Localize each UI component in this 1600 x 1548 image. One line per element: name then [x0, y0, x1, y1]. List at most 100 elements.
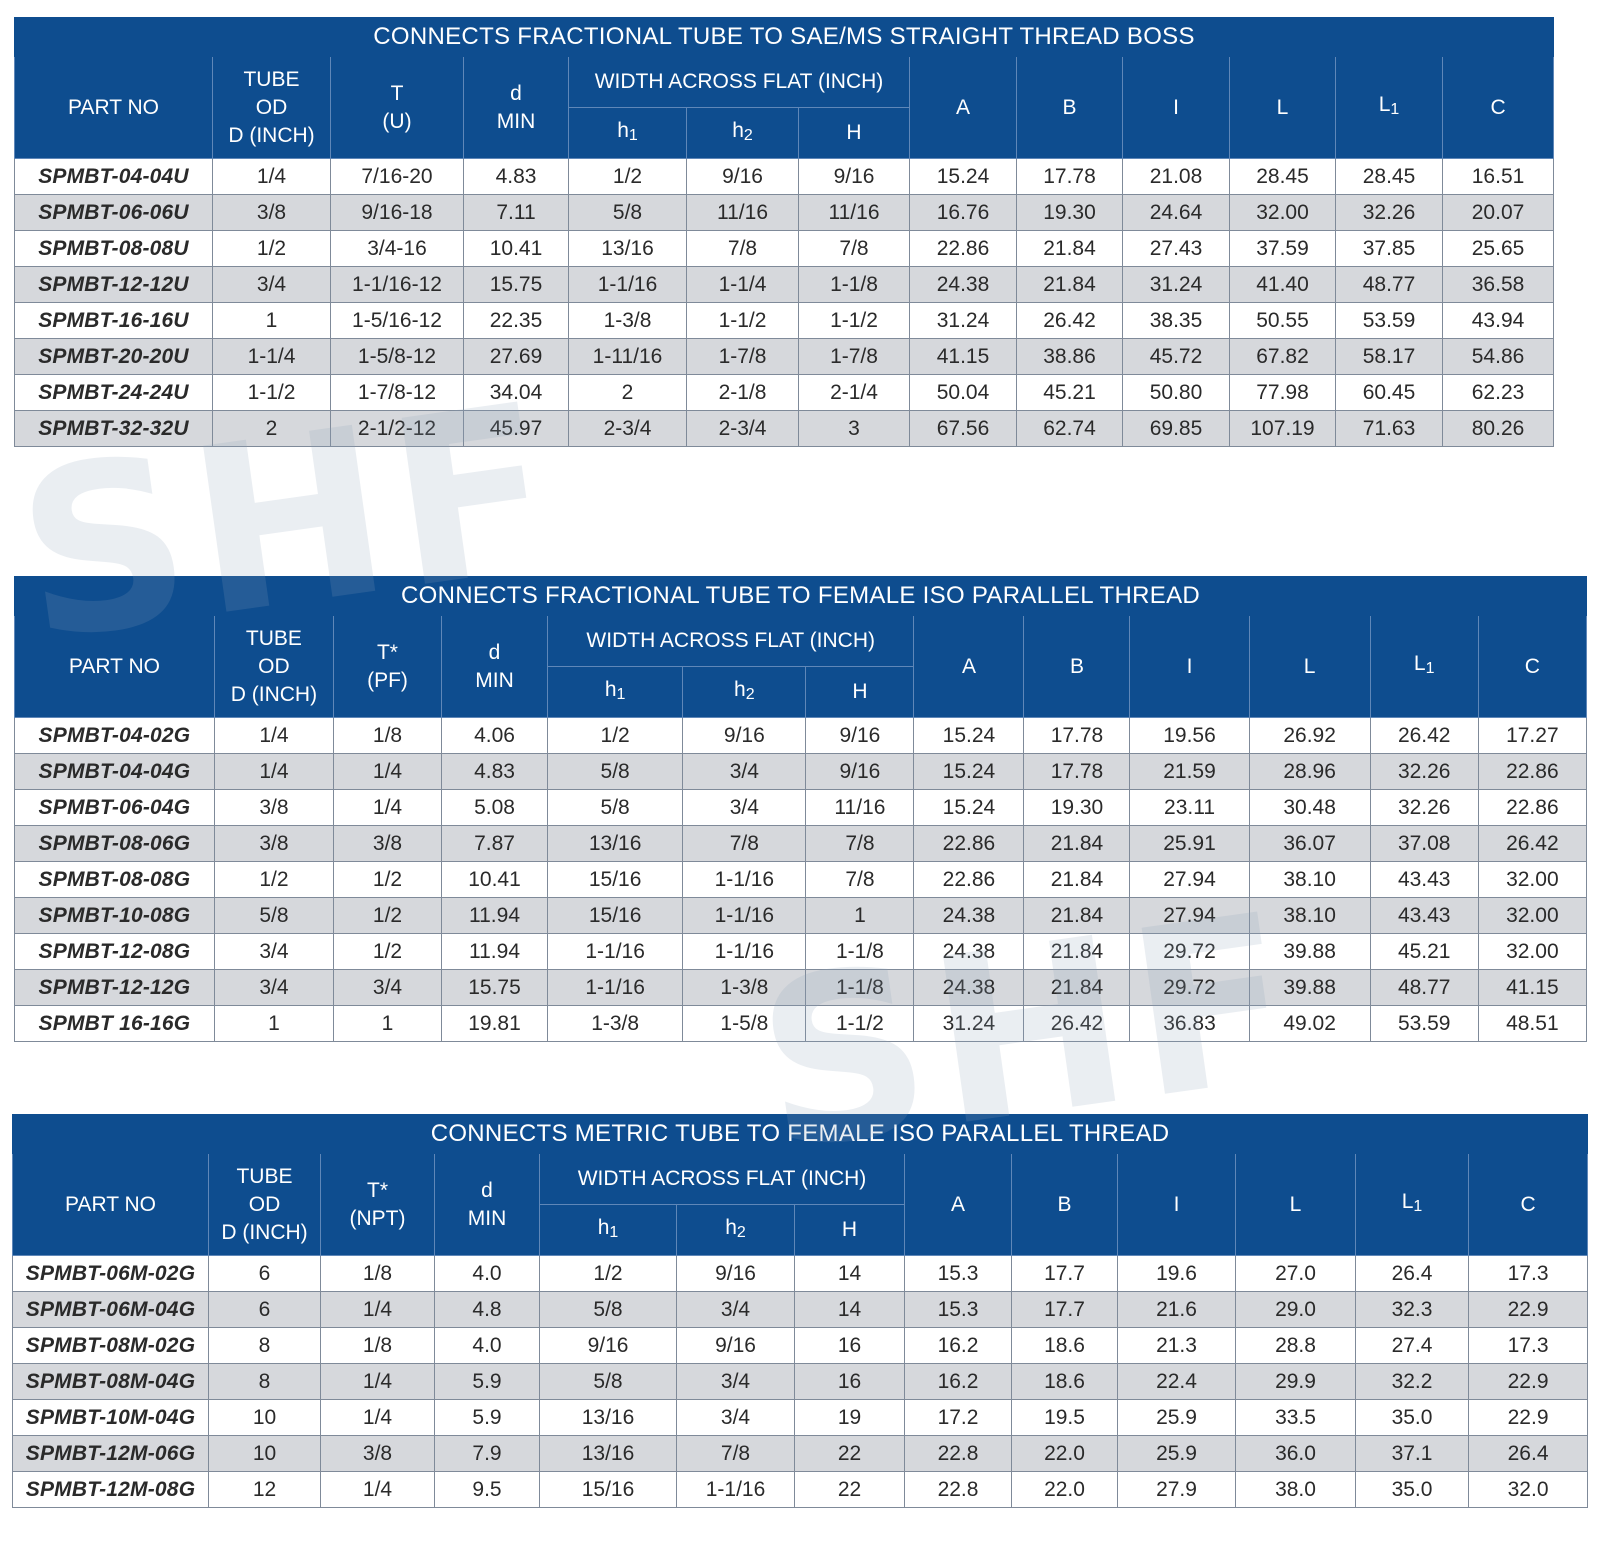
table-cell: 9/16-18: [330, 194, 464, 231]
table-cell: 24.64: [1122, 194, 1230, 231]
table-cell: 1-5/8: [682, 1005, 807, 1042]
table-cell: 29.72: [1129, 933, 1250, 970]
table-cell: 20.07: [1441, 194, 1555, 231]
table-row: SPMBT-08M-04G 8 1/4 5.9 5/8 3/4 16 16.2 18.6 22.4…: [12, 1363, 1589, 1400]
table-body: SPMBT-06M-02G 6 1/8 4.0 1/2 9/16 14 15.3 17.7 19.…: [12, 1255, 1589, 1508]
header-h1: h1: [546, 666, 684, 718]
table-cell: 28.45: [1229, 158, 1336, 195]
table-cell: 19.5: [1011, 1399, 1118, 1436]
table-cell: 8: [208, 1327, 321, 1364]
spec-table-sae-boss: CONNECTS FRACTIONAL TUBE TO SAE/MS STRAI…: [13, 17, 1555, 447]
table-cell: 41.15: [1477, 969, 1588, 1006]
table-cell: 11/16: [798, 194, 910, 231]
table-cell: 1/2: [212, 230, 331, 267]
table-cell: 5/8: [568, 194, 687, 231]
table-cell: 3/8: [213, 825, 334, 862]
table-cell: 15/16: [546, 897, 684, 934]
table-row: SPMBT-10-08G 5/8 1/2 11.94 15/16 1-1/16 1 24.38…: [14, 897, 1588, 934]
table-cell: 36.0: [1235, 1435, 1356, 1472]
table-cell: 2-3/4: [568, 410, 687, 447]
table-cell: 22.86: [1477, 789, 1588, 826]
table-cell: 19.6: [1117, 1255, 1236, 1292]
table-cell: 32.26: [1369, 753, 1479, 790]
table-cell: 21.6: [1117, 1291, 1236, 1328]
table-cell: 30.48: [1248, 789, 1371, 826]
header-a: A: [909, 56, 1017, 159]
table-row: SPMBT-32-32U 2 2-1/2-12 45.97 2-3/4 2-3/4 3 67.…: [14, 410, 1555, 447]
header-h1-main: h: [617, 118, 629, 142]
header-l1: L1: [1369, 615, 1479, 718]
table-cell: 80.26: [1441, 410, 1555, 447]
table-cell: 43.94: [1441, 302, 1555, 339]
table-cell: 3/4: [676, 1363, 795, 1400]
table-cell: 17.7: [1011, 1291, 1118, 1328]
table-cell: 32.2: [1355, 1363, 1469, 1400]
table-cell: 32.00: [1477, 897, 1588, 934]
table-cell: 7/16-20: [330, 158, 464, 195]
table-cell: 15.24: [913, 717, 1025, 754]
table-cell: 67.56: [909, 410, 1017, 447]
table-cell: 1/4: [320, 1471, 435, 1508]
table-cell: 16.2: [904, 1327, 1012, 1364]
table-cell: 3/4: [676, 1291, 795, 1328]
table-title: CONNECTS FRACTIONAL TUBE TO FEMALE ISO P…: [14, 576, 1587, 616]
header-part-no: PART NO: [14, 615, 215, 718]
header-line: TUBE: [245, 626, 302, 650]
table-cell: 1-1/2: [686, 302, 799, 339]
table-cell: 1/2: [213, 861, 334, 898]
table-cell: 3/4-16: [330, 230, 464, 267]
table-cell: 11.94: [441, 933, 548, 970]
table-cell: 34.04: [463, 374, 569, 411]
table-cell: 29.72: [1129, 969, 1250, 1006]
table-cell: 16.2: [904, 1363, 1012, 1400]
table-cell: 1-1/4: [686, 266, 799, 303]
header-h2: h2: [682, 666, 807, 718]
table-cell: 2-1/8: [686, 374, 799, 411]
table-cell: 13/16: [546, 825, 684, 862]
table-row: SPMBT-08-08U 1/2 3/4-16 10.41 13/16 7/8 7/8 22.…: [14, 230, 1555, 267]
header-line: d: [510, 81, 522, 105]
header-line: TUBE: [243, 67, 300, 91]
table-cell: 32.26: [1335, 194, 1443, 231]
header-tube-od: TUBE OD D (INCH): [208, 1153, 321, 1256]
table-cell: 50.55: [1229, 302, 1336, 339]
table-cell: 21.84: [1023, 897, 1131, 934]
header-h2-main: h: [732, 118, 744, 142]
header-h2-sub: 2: [736, 1223, 746, 1241]
table-cell: 17.78: [1016, 158, 1123, 195]
table-cell: 21.84: [1023, 969, 1131, 1006]
table-cell: 1-1/2: [805, 1005, 915, 1042]
table-cell: 2-3/4: [686, 410, 799, 447]
table-cell: 1-1/2: [212, 374, 331, 411]
spec-table-metric-iso: CONNECTS METRIC TUBE TO FEMALE ISO PARAL…: [11, 1114, 1589, 1508]
table-cell: 1-3/8: [568, 302, 687, 339]
table-cell: 4.0: [434, 1327, 540, 1364]
table-cell: 43.43: [1369, 861, 1479, 898]
table-cell: 17.3: [1467, 1327, 1589, 1364]
header-i: I: [1129, 615, 1250, 718]
part-number-cell: SPMBT-08-08G: [14, 861, 215, 898]
table-cell: 17.2: [904, 1399, 1012, 1436]
header-line: MIN: [496, 109, 536, 133]
table-cell: 38.10: [1248, 861, 1371, 898]
table-cell: 24.38: [913, 969, 1025, 1006]
header-h2-sub: 2: [745, 685, 755, 703]
table-cell: 4.0: [434, 1255, 540, 1292]
table-cell: 14: [794, 1255, 905, 1292]
table-cell: 5/8: [546, 789, 684, 826]
table-cell: 16.76: [909, 194, 1017, 231]
table-cell: 18.6: [1011, 1363, 1118, 1400]
header-a: A: [904, 1153, 1012, 1256]
table-cell: 48.51: [1477, 1005, 1588, 1042]
table-cell: 35.0: [1355, 1399, 1469, 1436]
header-thread: T* (NPT): [320, 1153, 435, 1256]
table-cell: 19.81: [441, 1005, 548, 1042]
table-cell: 1/4: [320, 1291, 435, 1328]
header-l1-main: L: [1378, 93, 1391, 116]
table-cell: 1-7/8: [686, 338, 799, 375]
table-cell: 1/4: [213, 753, 334, 790]
table-cell: 19.30: [1016, 194, 1123, 231]
header-h2-main: h: [725, 1215, 737, 1239]
table-cell: 17.78: [1023, 717, 1131, 754]
table-cell: 9/16: [686, 158, 799, 195]
